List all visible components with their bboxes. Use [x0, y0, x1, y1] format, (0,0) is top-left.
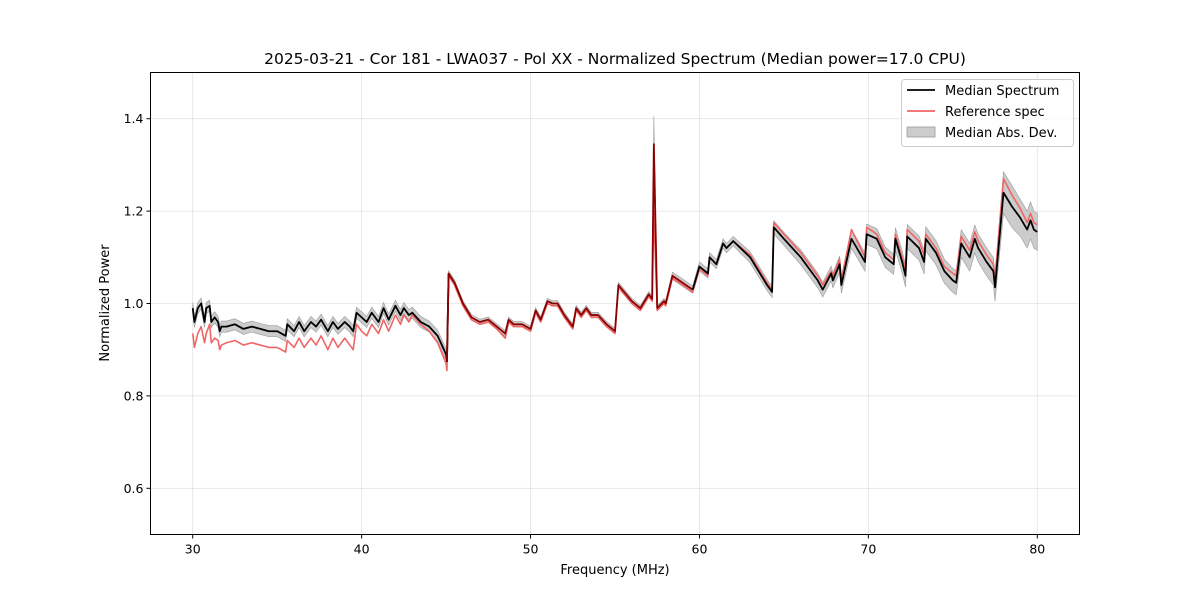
legend: Median Spectrum Reference spec Median Ab… — [901, 79, 1074, 147]
median-spectrum-line-mid — [446, 143, 694, 362]
mad-band-layer — [192, 116, 1038, 367]
median-spectrum-line-low — [191, 273, 450, 363]
x-tick-label: 70 — [860, 542, 876, 557]
legend-median-label: Median Spectrum — [945, 84, 1059, 99]
legend-mad-swatch — [906, 126, 936, 138]
y-tick-label: 1.4 — [124, 111, 144, 126]
legend-mad-label: Median Abs. Dev. — [945, 126, 1057, 141]
median-spectrum-line-high — [691, 191, 1038, 293]
x-tick-label: 60 — [692, 542, 708, 557]
y-tick-label: 0.6 — [124, 481, 144, 496]
x-axis-ticks: 30 40 50 60 70 80 — [185, 534, 1045, 557]
x-tick-label: 30 — [185, 542, 201, 557]
x-tick-label: 50 — [523, 542, 539, 557]
x-axis-label: Frequency (MHz) — [560, 563, 669, 578]
x-tick-label: 40 — [354, 542, 370, 557]
y-tick-label: 0.8 — [124, 388, 144, 403]
mad-band — [192, 116, 1038, 367]
median-line-layer — [191, 143, 1038, 363]
x-tick-label: 80 — [1029, 542, 1045, 557]
y-tick-label: 1.2 — [124, 204, 144, 219]
y-axis-label: Normalized Power — [98, 244, 113, 362]
y-tick-label: 1.0 — [124, 296, 144, 311]
chart-title: 2025-03-21 - Cor 181 - LWA037 - Pol XX -… — [264, 50, 966, 68]
legend-reference-label: Reference spec — [945, 105, 1045, 120]
y-axis-ticks: 0.6 0.8 1.0 1.2 1.4 — [124, 111, 151, 496]
legend-box — [901, 79, 1074, 147]
